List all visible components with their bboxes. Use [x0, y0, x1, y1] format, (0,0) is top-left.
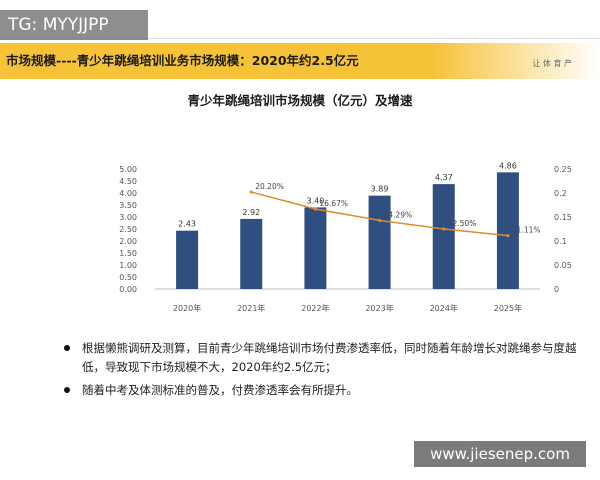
- growth-rate-label: 12.50%: [448, 219, 477, 228]
- bullet-text: 随着中考及体测标准的普及，付费渗透率会有所提升。: [82, 383, 358, 397]
- x-tick-label: 2025年: [494, 303, 522, 313]
- bar-value-label: 4.86: [499, 161, 517, 170]
- growth-rate-label: 14.29%: [384, 210, 413, 219]
- bar: [304, 207, 327, 289]
- x-tick-label: 2023年: [365, 303, 393, 313]
- market-size-chart: 青少年跳绳培训市场规模（亿元）及增速 0.00 0.50 1.00 1.50 2.00 2…: [119, 93, 572, 313]
- y-right-tick-label: 0: [554, 285, 559, 294]
- growth-rate-label: 11.11%: [512, 226, 541, 235]
- y-left-tick-label: 5.00: [119, 165, 137, 174]
- x-tick-label: 2020年: [173, 303, 201, 313]
- y-right-tick-label: 0.1: [554, 237, 567, 246]
- bullet-text: 根据懒熊调研及测算，目前青少年跳绳培训市场付费渗透率低，同时随着年龄增长对跳绳参…: [82, 341, 577, 374]
- y-left-tick-label: 0.00: [119, 285, 137, 294]
- growth-rate-point: [377, 218, 382, 223]
- watermark-url: www.jiesenep.com: [414, 441, 586, 467]
- x-tick-label: 2022年: [301, 303, 329, 313]
- growth-rate-point: [313, 207, 318, 211]
- y-left-tick-label: 1.00: [119, 261, 137, 270]
- bar: [496, 172, 519, 289]
- y-right-tick-label: 0.25: [554, 165, 572, 174]
- y-right-tick-label: 0.2: [554, 189, 567, 198]
- header-title: 市场规模----青少年跳绳培训业务市场规模：2020年约2.5亿元: [6, 53, 359, 68]
- bullet-item: 随着中考及体测标准的普及，付费渗透率会有所提升。: [64, 381, 584, 400]
- bar-value-label: 2.43: [178, 220, 196, 229]
- y-right-tick-label: 0.05: [554, 261, 572, 270]
- y-left-tick-label: 2.50: [119, 225, 137, 234]
- y-left-tick-label: 2.00: [119, 237, 137, 246]
- bar-value-label: 3.40: [307, 196, 325, 205]
- bar: [432, 184, 455, 289]
- bullet-list: 根据懒熊调研及测算，目前青少年跳绳培训市场付费渗透率低，同时随着年龄增长对跳绳参…: [64, 339, 584, 404]
- bullet-dot: [64, 387, 70, 393]
- y-left-tick-label: 0.50: [119, 273, 137, 282]
- bar-value-label: 4.37: [435, 173, 453, 182]
- growth-rate-label: 16.67%: [319, 199, 348, 208]
- bar: [176, 230, 199, 289]
- growth-rate-point: [506, 234, 510, 238]
- bar-value-label: 3.89: [371, 185, 389, 194]
- y-left-tick-label: 3.00: [119, 213, 137, 222]
- x-tick-label: 2024年: [430, 303, 458, 313]
- header-bar: 市场规模----青少年跳绳培训业务市场规模：2020年约2.5亿元 让 体 育 …: [0, 43, 600, 79]
- brand-text: 让 体 育 产: [532, 59, 572, 68]
- chart-title: 青少年跳绳培训市场规模（亿元）及增速: [187, 93, 413, 108]
- tag-overlay: TG: MYYJJPP: [0, 10, 148, 40]
- growth-rate-point: [442, 227, 446, 231]
- x-tick-label: 2021年: [237, 303, 265, 313]
- y-left-tick-label: 3.50: [119, 201, 137, 210]
- y-right-tick-label: 0.15: [554, 213, 572, 222]
- bar: [240, 218, 263, 289]
- slide: 市场规模----青少年跳绳培训业务市场规模：2020年约2.5亿元 让 体 育 …: [0, 38, 600, 441]
- growth-rate-label: 20.20%: [255, 182, 284, 191]
- growth-rate-point: [249, 190, 253, 194]
- y-left-tick-label: 1.50: [119, 249, 137, 258]
- bullet-item: 根据懒熊调研及测算，目前青少年跳绳培训市场付费渗透率低，同时随着年龄增长对跳绳参…: [64, 339, 584, 377]
- bullet-dot: [64, 345, 70, 351]
- bar-value-label: 2.92: [242, 208, 260, 217]
- y-left-tick-label: 4.50: [119, 177, 137, 186]
- y-left-tick-label: 4.00: [119, 189, 137, 198]
